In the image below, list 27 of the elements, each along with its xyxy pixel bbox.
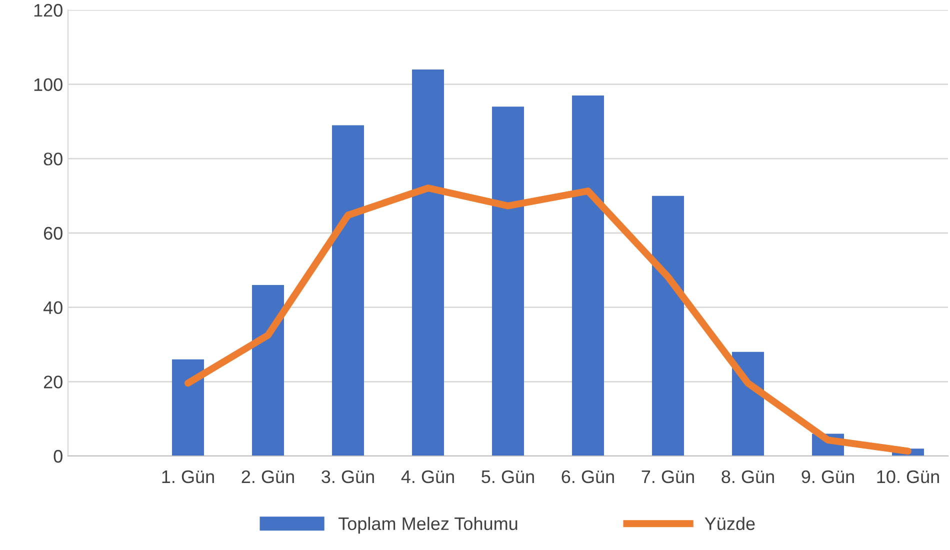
x-tick-label: 6. Gün xyxy=(562,470,614,484)
x-tick-label: 10. Gün xyxy=(877,470,939,484)
x-tick-label: 4. Gün xyxy=(401,470,454,484)
x-tick-label: 3. Gün xyxy=(322,470,374,484)
y-tick-label: 120 xyxy=(34,4,62,17)
bar xyxy=(172,359,204,456)
y-tick-label: 20 xyxy=(44,376,62,388)
legend-label: Yüzde xyxy=(704,516,755,530)
bar xyxy=(412,69,444,456)
legend-label: Toplam Melez Tohumu xyxy=(338,516,518,534)
y-tick-label: 40 xyxy=(43,301,62,314)
bar xyxy=(652,196,684,456)
y-tick-label: 100 xyxy=(34,78,62,92)
bar xyxy=(492,106,524,456)
x-tick-label: 1. Gün xyxy=(162,470,214,484)
bar xyxy=(732,352,764,456)
y-tick-label: 0 xyxy=(54,450,62,463)
x-tick-label: 5. Gün xyxy=(482,470,534,484)
x-tick-label: 2. Gün xyxy=(242,470,294,484)
bar xyxy=(332,125,364,456)
y-tick-label: 60 xyxy=(44,226,62,240)
x-tick-label: 8. Gün xyxy=(722,470,774,484)
x-tick-label: 7. Gün xyxy=(642,470,694,484)
bar xyxy=(252,285,284,456)
y-tick-label: 80 xyxy=(44,152,62,166)
x-tick-label: 9. Gün xyxy=(802,470,854,484)
bar xyxy=(572,95,604,456)
